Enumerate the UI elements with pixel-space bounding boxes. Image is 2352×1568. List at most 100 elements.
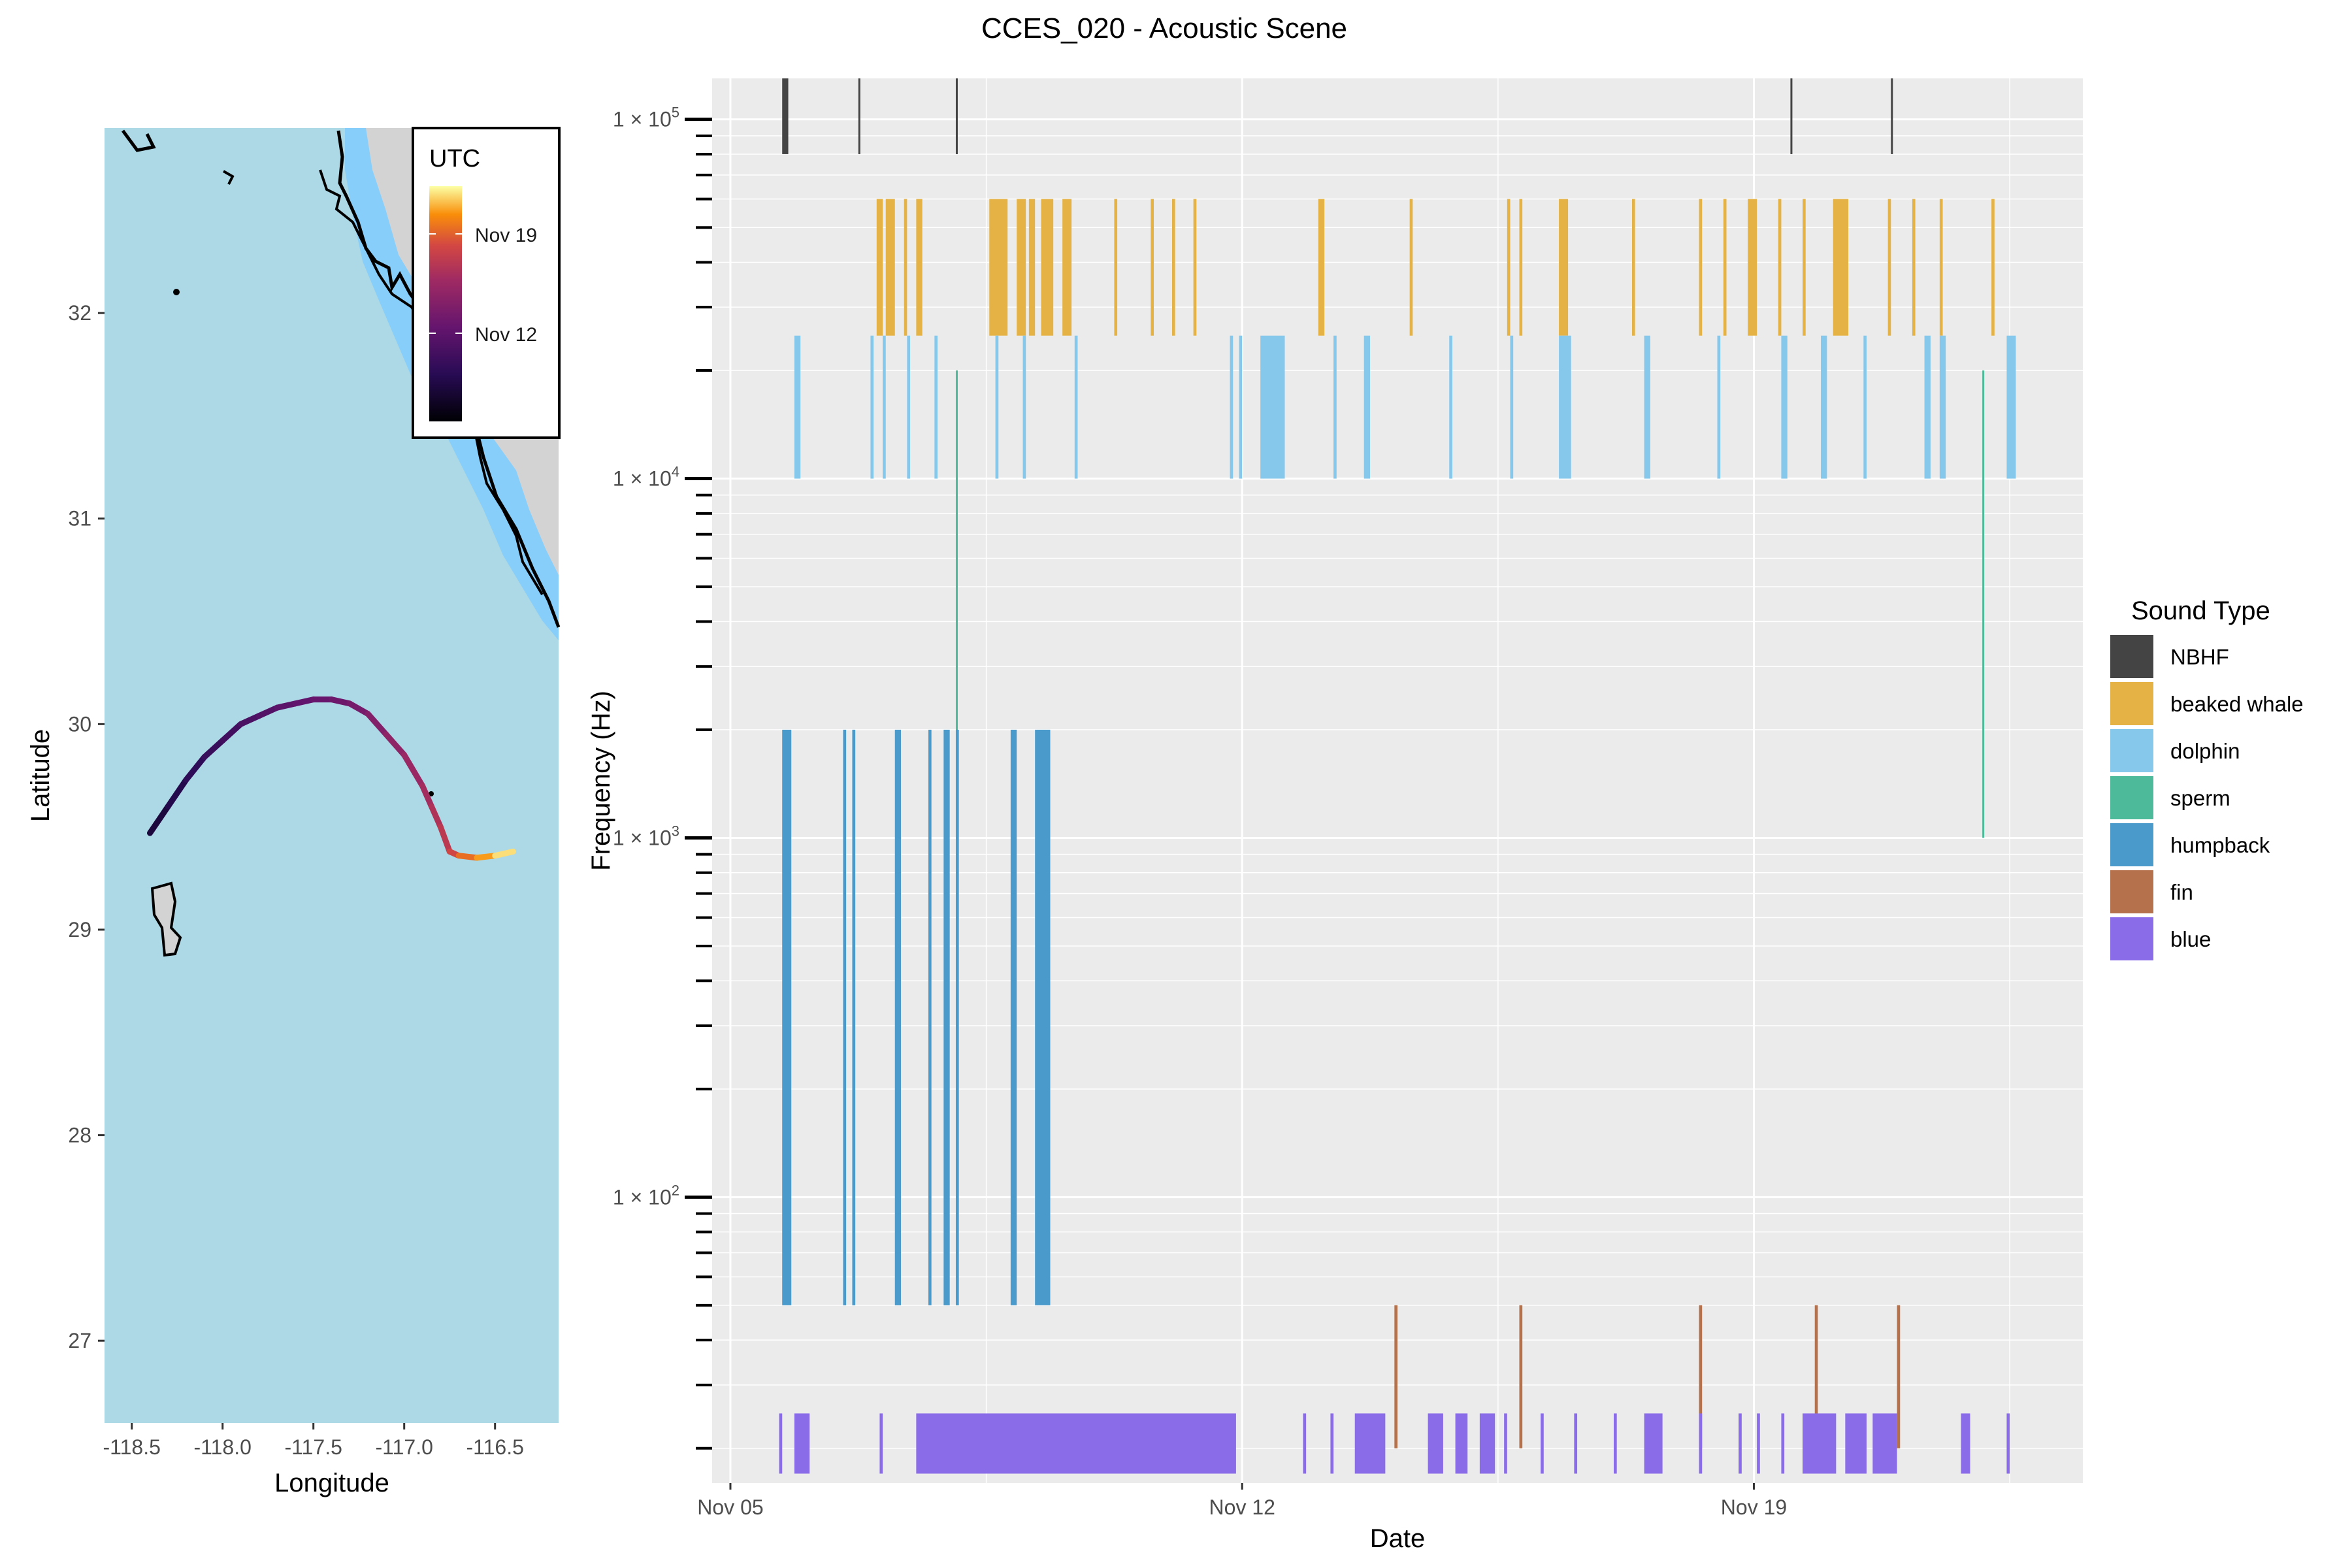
event-bar-beaked-whale: [1409, 199, 1413, 336]
event-bar-nbhf: [955, 78, 958, 154]
map-y-tick-label: 31: [68, 507, 91, 531]
event-bar-fin: [1897, 1305, 1901, 1448]
event-bar-beaked-whale: [1318, 199, 1325, 336]
event-bar-blue: [1455, 1413, 1468, 1474]
event-bar-sperm: [955, 370, 958, 838]
event-bar-blue: [1961, 1413, 1970, 1474]
event-bar-dolphin: [1239, 335, 1243, 479]
event-bar-beaked-whale: [1507, 199, 1511, 336]
event-bar-beaked-whale: [1778, 199, 1782, 336]
event-bar-beaked-whale: [876, 199, 883, 336]
event-bar-humpback: [928, 729, 932, 1305]
event-bar-blue: [1541, 1413, 1544, 1474]
event-bar-dolphin: [1863, 335, 1867, 479]
series-sperm: [955, 370, 1985, 838]
map-y-tick-label: 28: [68, 1124, 91, 1147]
event-bar-dolphin: [1510, 335, 1514, 479]
event-bar-humpback: [1010, 729, 1017, 1305]
map-track-segment: [346, 700, 371, 717]
map-islet: [173, 289, 180, 295]
event-bar-blue: [1354, 1413, 1386, 1474]
event-bar-blue: [1428, 1413, 1443, 1474]
legend-label-fin: fin: [2170, 880, 2193, 904]
map-track-segment: [474, 853, 498, 861]
event-bar-blue: [1699, 1413, 1703, 1474]
event-bar-humpback: [955, 729, 959, 1305]
event-bar-blue: [1479, 1413, 1495, 1474]
map-islet-2: [429, 791, 434, 796]
event-bar-blue: [779, 1413, 783, 1474]
event-bar-dolphin: [1449, 335, 1452, 479]
legend-swatch-sperm: [2110, 776, 2153, 819]
timeline-events: [779, 78, 2016, 1474]
event-bar-beaked-whale: [1991, 199, 1995, 336]
timeline-y-tick-label: 1 × 105: [613, 105, 679, 131]
event-bar-blue: [794, 1413, 810, 1474]
map-y-tick-label: 27: [68, 1329, 91, 1352]
event-bar-dolphin: [2006, 335, 2016, 479]
event-bar-beaked-whale: [989, 199, 1008, 336]
event-bar-blue: [1803, 1413, 1837, 1474]
map-guadalupe-island: [150, 881, 182, 957]
legend-label-nbhf: NBHF: [2170, 645, 2229, 669]
map-track-segment: [238, 713, 262, 727]
map-y-axis: 27 28 29 30 31 32: [68, 301, 105, 1352]
series-nbhf: [782, 78, 1893, 154]
event-bar-blue: [879, 1413, 883, 1474]
event-bar-beaked-whale: [1062, 199, 1072, 336]
event-bar-sperm: [1982, 370, 1985, 838]
map-track-segment: [492, 848, 516, 859]
event-bar-dolphin: [1074, 335, 1078, 479]
map-island-north: [121, 129, 156, 152]
timeline-y-tick-label: 1 × 104: [613, 464, 679, 491]
map-track: [147, 696, 516, 861]
series-beaked-whale: [876, 199, 1995, 336]
map-x-axis-title: Longitude: [274, 1469, 389, 1497]
event-bar-nbhf: [782, 78, 789, 154]
event-bar-humpback: [894, 729, 902, 1305]
event-bar-beaked-whale: [1748, 199, 1757, 336]
map-panel: -118.5 -118.0 -117.5 -117.0 -116.5 27 28 29 30 3…: [26, 127, 561, 1497]
event-bar-beaked-whale: [916, 199, 923, 336]
map-track-segment: [329, 696, 353, 707]
utc-colorbar: [429, 186, 462, 421]
timeline-x-axis-title: Date: [1370, 1524, 1426, 1553]
map-y-tick-label: 29: [68, 918, 91, 941]
utc-legend-title: UTC: [429, 145, 480, 172]
event-bar-humpback: [843, 729, 847, 1305]
event-bar-dolphin: [1781, 335, 1788, 479]
event-bar-beaked-whale: [1171, 199, 1175, 336]
map-track-segment: [220, 721, 244, 744]
map-x-tick-label: -117.0: [376, 1435, 433, 1459]
map-track-segment: [201, 738, 226, 760]
sound-type-legend-title: Sound Type: [2131, 596, 2270, 625]
event-bar-humpback: [852, 729, 856, 1305]
event-bar-beaked-whale: [1912, 199, 1916, 336]
event-bar-blue: [1644, 1413, 1663, 1474]
utc-label-nov12: Nov 12: [475, 324, 537, 346]
event-bar-blue: [1574, 1413, 1578, 1474]
event-bar-blue: [2006, 1413, 2010, 1474]
event-bar-beaked-whale: [1699, 199, 1703, 336]
event-bar-dolphin: [1260, 335, 1285, 479]
event-bar-beaked-whale: [1833, 199, 1849, 336]
timeline-y-axis: 1 × 102 1 × 103 1 × 104 1 × 105: [613, 105, 712, 1450]
map-x-tick-label: -118.0: [194, 1435, 252, 1459]
map-track-segment: [183, 754, 208, 783]
timeline-x-tick-label: Nov 05: [697, 1495, 763, 1519]
event-bar-blue: [916, 1413, 1236, 1474]
event-bar-blue: [1504, 1413, 1507, 1474]
event-bar-beaked-whale: [1028, 199, 1036, 336]
map-island-small: [223, 170, 235, 185]
map-x-tick-label: -117.5: [285, 1435, 342, 1459]
legend-label-blue: blue: [2170, 927, 2211, 951]
event-bar-blue: [1330, 1413, 1334, 1474]
event-bar-humpback: [1035, 729, 1051, 1305]
map-track-segment: [437, 824, 453, 855]
event-bar-dolphin: [1230, 335, 1233, 479]
event-bar-blue: [1845, 1413, 1867, 1474]
timeline-y-tick-label: 1 × 102: [613, 1182, 679, 1209]
event-bar-blue: [1872, 1413, 1897, 1474]
event-bar-beaked-whale: [904, 199, 907, 336]
legend-label-humpback: humpback: [2170, 833, 2270, 857]
